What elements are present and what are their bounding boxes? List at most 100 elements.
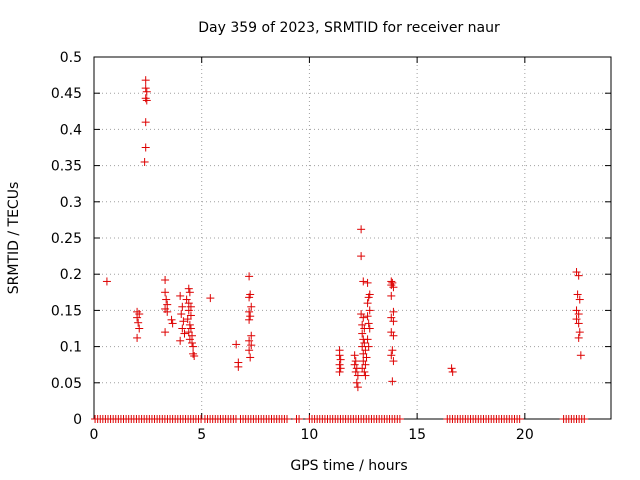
data-point xyxy=(574,333,583,342)
data-point xyxy=(245,272,254,281)
data-point xyxy=(176,291,185,300)
data-point xyxy=(185,288,194,297)
data-point xyxy=(387,313,396,322)
data-point xyxy=(245,307,254,316)
data-point xyxy=(142,96,151,105)
data-point xyxy=(389,317,398,326)
data-point xyxy=(188,331,197,340)
data-point xyxy=(389,331,398,340)
data-point xyxy=(387,351,396,360)
data-point xyxy=(573,290,582,299)
data-point xyxy=(247,302,256,311)
data-point xyxy=(161,275,170,284)
data-point xyxy=(133,313,142,322)
data-point xyxy=(363,335,372,344)
data-point xyxy=(206,294,215,303)
data-point xyxy=(359,349,368,358)
data-point xyxy=(232,340,241,349)
y-tick-label: 0.4 xyxy=(60,122,82,138)
x-tick-label: 10 xyxy=(301,427,319,443)
data-point xyxy=(364,319,373,328)
x-axis-label: GPS time / hours xyxy=(290,458,407,474)
data-point xyxy=(234,362,243,371)
data-point xyxy=(335,351,344,360)
data-point xyxy=(178,324,187,333)
data-point xyxy=(574,271,583,280)
data-point xyxy=(360,367,369,376)
data-point xyxy=(363,278,372,287)
data-point-zero xyxy=(515,415,524,423)
data-point xyxy=(246,353,255,362)
data-point xyxy=(351,357,360,366)
data-point xyxy=(388,377,397,386)
data-point xyxy=(387,328,396,337)
y-tick-label: 0.5 xyxy=(60,50,82,66)
data-point xyxy=(361,360,370,369)
data-point xyxy=(353,371,362,380)
data-point xyxy=(162,295,171,304)
data-point xyxy=(246,312,255,321)
data-point-zero xyxy=(283,415,292,423)
data-point xyxy=(364,342,373,351)
data-point xyxy=(335,367,344,376)
data-point xyxy=(353,383,362,392)
data-point xyxy=(141,76,150,85)
data-point xyxy=(180,329,189,338)
data-point xyxy=(357,310,366,319)
data-point xyxy=(141,143,150,152)
data-point xyxy=(350,360,359,369)
data-point-zero xyxy=(395,415,404,423)
data-point xyxy=(188,338,197,347)
data-point xyxy=(163,307,172,316)
data-point xyxy=(358,364,367,373)
y-tick-label: 0.35 xyxy=(51,159,82,175)
data-point xyxy=(447,364,456,373)
data-point xyxy=(186,311,195,320)
data-point xyxy=(389,307,398,316)
data-point xyxy=(574,319,583,328)
data-point xyxy=(572,268,581,277)
data-point xyxy=(177,310,186,319)
data-point xyxy=(574,310,583,319)
data-point xyxy=(575,295,584,304)
data-point xyxy=(572,315,581,324)
data-point xyxy=(387,291,396,300)
axis-ticks xyxy=(93,56,611,420)
data-point xyxy=(389,283,398,292)
data-point xyxy=(184,328,193,337)
data-point xyxy=(168,319,177,328)
data-point xyxy=(572,306,581,315)
data-point xyxy=(336,364,345,373)
data-point xyxy=(357,252,366,261)
y-tick-labels: 0 0.05 0.1 0.15 0.2 0.25 0.3 0.35 0.4 0.45 0.5 xyxy=(51,50,82,428)
data-point xyxy=(184,284,193,293)
data-point xyxy=(185,335,194,344)
data-point xyxy=(245,336,254,345)
data-point xyxy=(245,293,254,302)
data-point xyxy=(245,315,254,324)
x-tick-label: 0 xyxy=(90,427,99,443)
data-point xyxy=(134,318,143,327)
data-point xyxy=(360,338,369,347)
data-point xyxy=(102,277,111,286)
data-point xyxy=(183,315,192,324)
data-point xyxy=(448,367,457,376)
data-point xyxy=(161,328,170,337)
data-point xyxy=(178,302,187,311)
data-point xyxy=(361,346,370,355)
data-point xyxy=(245,346,254,355)
data-point xyxy=(186,302,195,311)
y-tick-label: 0.45 xyxy=(51,86,82,102)
y-tick-label: 0.1 xyxy=(60,340,82,356)
data-point xyxy=(247,341,256,350)
data-point xyxy=(167,315,176,324)
data-point xyxy=(358,320,367,329)
y-axis-label: SRMTID / TECUs xyxy=(6,182,22,295)
data-point xyxy=(161,288,170,297)
y-tick-label: 0.3 xyxy=(60,195,82,211)
data-point xyxy=(358,329,367,338)
data-point xyxy=(133,333,142,342)
data-point-zero xyxy=(580,415,589,423)
